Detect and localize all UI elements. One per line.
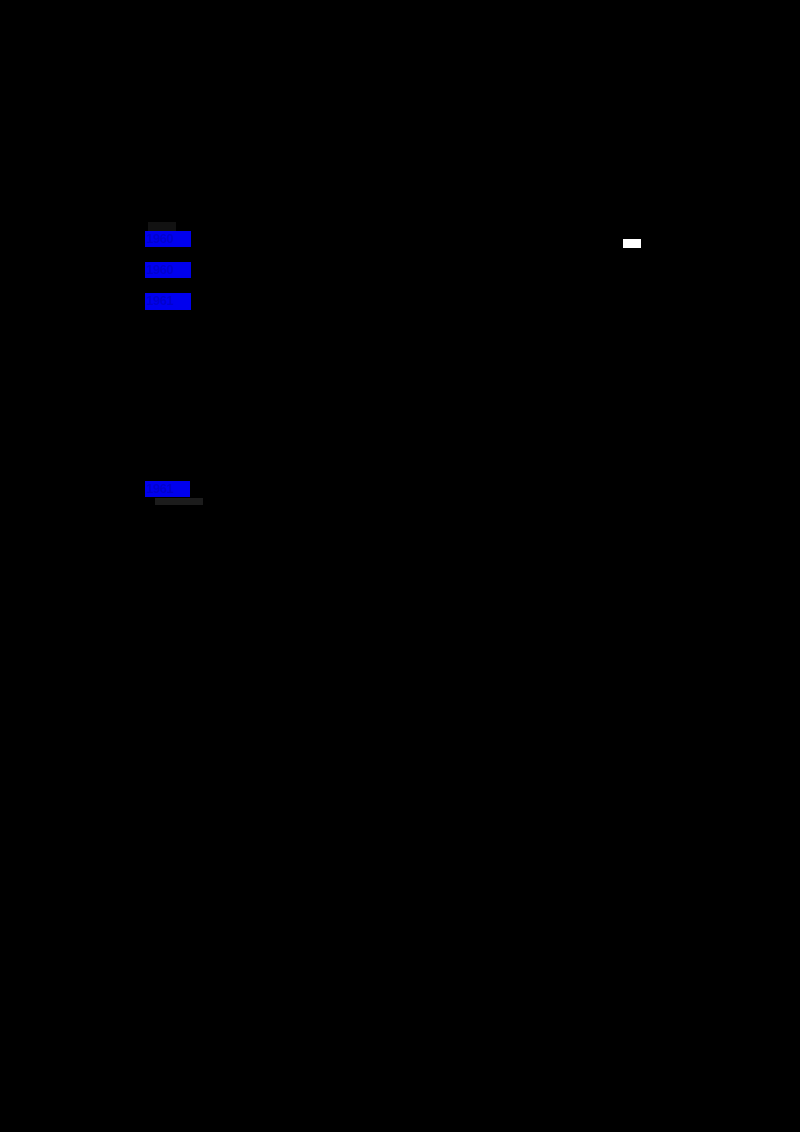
highlighted-text-line-1[interactable]: 1960 — [145, 231, 191, 247]
highlighted-text-line-3[interactable]: 1961 — [145, 293, 191, 310]
highlighted-text-line-4[interactable]: 1961 — [145, 481, 190, 497]
highlighted-text-line-2[interactable]: 1960 — [145, 262, 191, 278]
faint-band-above-first-line — [148, 222, 176, 231]
faint-band-below-fourth-line — [155, 498, 203, 505]
white-rectangle-marker — [623, 239, 641, 248]
